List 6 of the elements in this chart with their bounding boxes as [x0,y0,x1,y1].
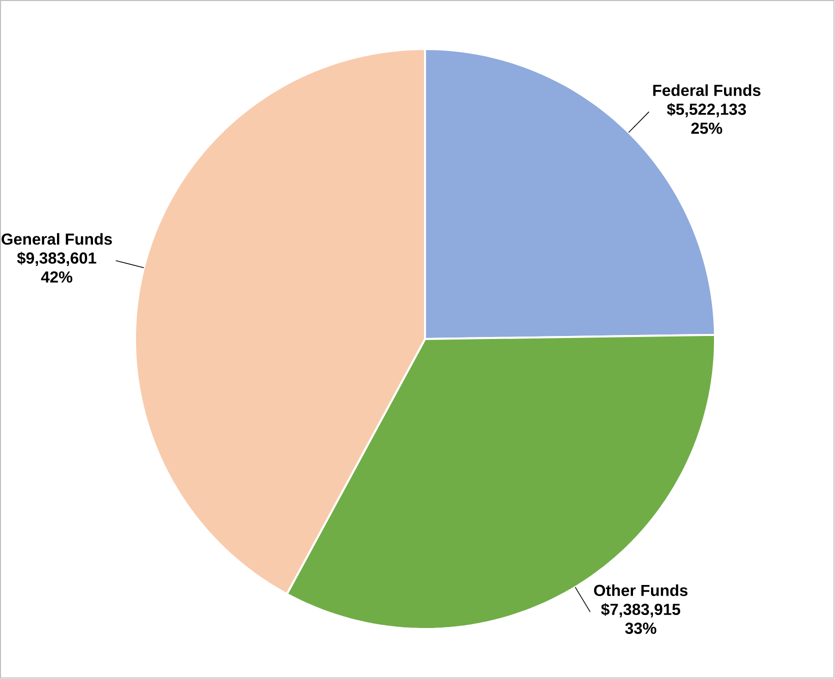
slice-label: General Funds [2,233,112,245]
data-label: $7,383,915 33% [601,603,680,634]
data-label: $5,522,133 25% [666,102,746,134]
slice-label: Other Funds [594,584,688,596]
data-label: $9,383,601 42% [17,252,96,283]
slice-label: Federal Funds [653,84,760,96]
